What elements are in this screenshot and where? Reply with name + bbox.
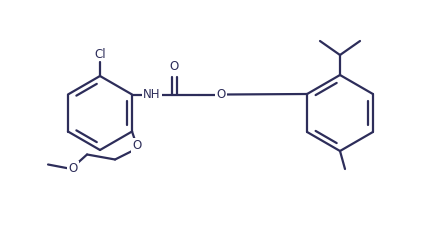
Text: O: O: [68, 162, 78, 175]
Text: NH: NH: [143, 88, 161, 101]
Text: O: O: [133, 139, 142, 152]
Text: O: O: [216, 88, 226, 101]
Text: Cl: Cl: [94, 48, 106, 61]
Text: O: O: [169, 60, 179, 73]
